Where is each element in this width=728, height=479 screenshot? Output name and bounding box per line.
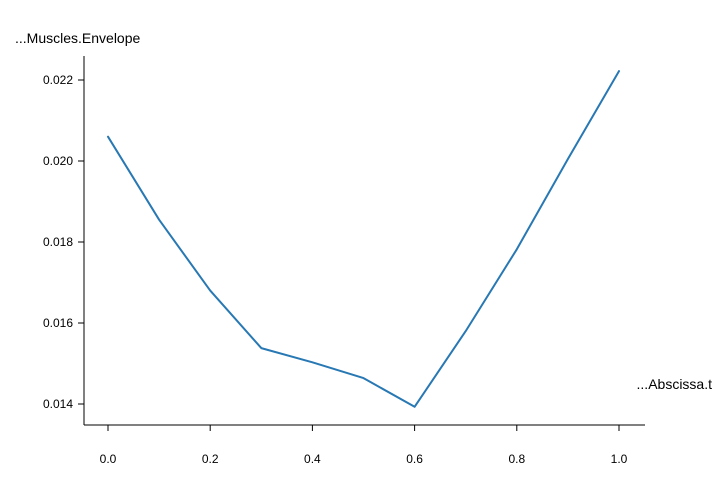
x-tick-label: 1.0 (611, 452, 628, 466)
x-tick-label: 0.6 (406, 452, 423, 466)
x-tick-label: 0.4 (304, 452, 321, 466)
series-group (107, 70, 620, 408)
x-axis-title: ...Abscissa.t (637, 376, 713, 392)
y-axis-title: ...Muscles.Envelope (15, 30, 140, 46)
y-tick-label: 0.014 (43, 397, 73, 411)
x-ticks: 0.0 0.2 0.4 0.6 0.8 1.0 (100, 425, 628, 466)
y-tick-label: 0.018 (43, 235, 73, 249)
y-ticks: 0.014 0.016 0.018 0.020 0.022 (43, 73, 84, 411)
x-tick-label: 0.2 (202, 452, 219, 466)
x-tick-label: 0.0 (100, 452, 117, 466)
y-tick-label: 0.016 (43, 316, 73, 330)
x-axis: 0.0 0.2 0.4 0.6 0.8 1.0 (84, 424, 645, 466)
y-tick-label: 0.020 (43, 154, 73, 168)
y-tick-label: 0.022 (43, 73, 73, 87)
x-tick-label: 0.8 (508, 452, 525, 466)
y-axis: 0.014 0.016 0.018 0.020 0.022 (43, 56, 85, 425)
series-line (107, 70, 620, 408)
